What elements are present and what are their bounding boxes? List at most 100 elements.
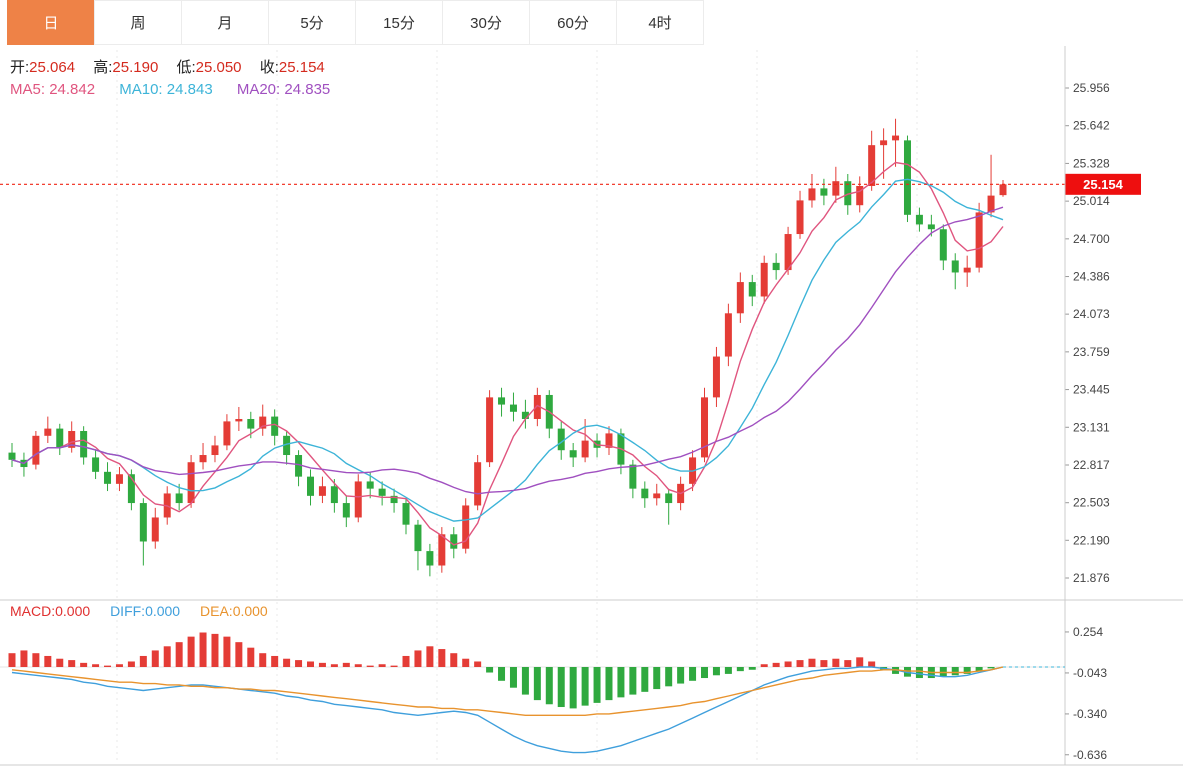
macd-histogram-bar xyxy=(223,636,231,667)
macd-histogram-bar xyxy=(295,660,303,667)
candle-body xyxy=(605,433,613,448)
macd-histogram-bar xyxy=(796,660,804,667)
tab-5min[interactable]: 5分 xyxy=(268,0,356,45)
tab-month[interactable]: 月 xyxy=(181,0,269,45)
price-axis-label: 22.503 xyxy=(1073,496,1110,510)
macd-histogram-bar xyxy=(68,660,76,667)
candle-body xyxy=(44,428,52,436)
macd-histogram-bar xyxy=(593,667,601,703)
candle-body xyxy=(259,416,267,429)
macd-histogram-bar xyxy=(462,658,470,667)
candle-body xyxy=(56,428,64,448)
macd-histogram-bar xyxy=(784,661,792,667)
ma10-line xyxy=(11,178,1004,522)
candle-body xyxy=(402,503,410,525)
macd-histogram-bar xyxy=(32,653,40,667)
macd-histogram-bar xyxy=(271,655,279,667)
macd-histogram-bar xyxy=(772,662,780,667)
tab-60min[interactable]: 60分 xyxy=(529,0,617,45)
macd-histogram-bar xyxy=(641,667,649,692)
macd-histogram-bar xyxy=(521,667,529,695)
candle-body xyxy=(235,418,243,422)
macd-histogram-bar xyxy=(677,667,685,684)
candle-body xyxy=(486,397,494,463)
candle-body xyxy=(115,474,123,484)
macd-histogram-bar xyxy=(509,667,517,688)
price-axis-label: 23.445 xyxy=(1073,383,1110,397)
price-axis-label: 25.642 xyxy=(1073,119,1110,133)
macd-axis-label: -0.043 xyxy=(1073,666,1107,680)
candle-body xyxy=(724,313,732,357)
candle-body xyxy=(521,411,529,419)
last-price-label-text: 25.154 xyxy=(1083,177,1124,192)
macd-histogram-bar xyxy=(414,650,422,667)
macd-axis-label: -0.340 xyxy=(1073,707,1107,721)
macd-histogram-bar xyxy=(653,667,661,690)
candle-body xyxy=(283,435,291,456)
macd-histogram-bar xyxy=(390,665,398,667)
candle-body xyxy=(856,186,864,206)
last-price-label xyxy=(1065,173,1141,195)
candle-body xyxy=(247,418,255,429)
macd-histogram-bar xyxy=(20,650,28,667)
candle-body xyxy=(32,435,40,465)
candle-body xyxy=(736,282,744,314)
candle-body xyxy=(832,181,840,196)
candle-body xyxy=(915,214,923,225)
candle-body xyxy=(999,184,1007,196)
price-axis-label: 25.956 xyxy=(1073,81,1110,95)
candle-body xyxy=(306,476,314,496)
candle-body xyxy=(474,462,482,506)
candle-body xyxy=(223,421,231,446)
tab-15min[interactable]: 15分 xyxy=(355,0,443,45)
macd-histogram-bar xyxy=(748,667,756,670)
candle-body xyxy=(653,493,661,499)
macd-histogram-bar xyxy=(187,636,195,667)
tab-day[interactable]: 日 xyxy=(7,0,95,45)
diff-line xyxy=(11,666,1004,754)
macd-histogram-bar xyxy=(283,658,291,667)
candle-body xyxy=(68,431,76,448)
candle-body xyxy=(772,262,780,271)
macd-histogram-bar xyxy=(689,667,697,681)
price-axis-label: 25.014 xyxy=(1073,194,1110,208)
candle-body xyxy=(820,188,828,196)
macd-histogram-bar xyxy=(474,661,482,667)
macd-histogram-bar xyxy=(760,664,768,667)
tab-30min[interactable]: 30分 xyxy=(442,0,530,45)
dea-line xyxy=(11,666,1004,716)
candle-body xyxy=(498,397,506,405)
macd-histogram-bar xyxy=(44,655,52,667)
tab-week[interactable]: 周 xyxy=(94,0,182,45)
tab-4hour[interactable]: 4时 xyxy=(616,0,704,45)
macd-histogram-bar xyxy=(450,653,458,667)
candle-body xyxy=(295,455,303,477)
candle-body xyxy=(462,505,470,549)
macd-histogram-bar xyxy=(712,667,720,676)
price-axis-label: 24.700 xyxy=(1073,232,1110,246)
candle-body xyxy=(366,481,374,489)
candle-body xyxy=(569,450,577,458)
candle-body xyxy=(748,282,756,297)
candle-body xyxy=(951,260,959,273)
candle-body xyxy=(92,457,100,472)
price-axis-label: 23.131 xyxy=(1073,420,1110,434)
candle-body xyxy=(8,452,16,460)
macd-histogram-bar xyxy=(832,658,840,667)
candle-body xyxy=(975,212,983,268)
price-axis-label: 24.073 xyxy=(1073,307,1110,321)
candle-body xyxy=(557,428,565,451)
macd-histogram-bar xyxy=(820,660,828,667)
candle-body xyxy=(701,397,709,458)
macd-histogram-bar xyxy=(235,642,243,667)
candle-body xyxy=(629,464,637,489)
macd-histogram-bar xyxy=(581,667,589,706)
macd-histogram-bar xyxy=(318,662,326,667)
macd-histogram-bar xyxy=(80,662,88,667)
macd-histogram-bar xyxy=(486,667,494,673)
macd-histogram-bar xyxy=(127,661,135,667)
candle-body xyxy=(271,416,279,436)
candle-body xyxy=(211,445,219,456)
